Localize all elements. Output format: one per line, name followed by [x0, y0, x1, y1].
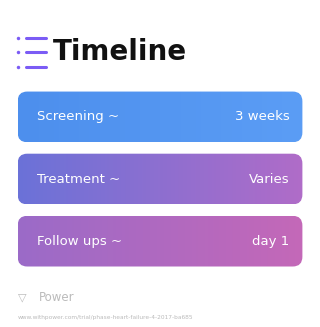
Text: Screening ~: Screening ~ [37, 111, 119, 123]
Text: Follow ups ~: Follow ups ~ [37, 235, 122, 248]
Text: Varies: Varies [249, 173, 290, 185]
Text: Treatment ~: Treatment ~ [37, 173, 120, 185]
Text: Power: Power [38, 291, 74, 304]
Text: www.withpower.com/trial/phase-heart-failure-4-2017-ba685: www.withpower.com/trial/phase-heart-fail… [18, 315, 193, 320]
Text: ▽: ▽ [18, 293, 26, 302]
Text: Timeline: Timeline [53, 38, 187, 66]
Text: 3 weeks: 3 weeks [235, 111, 290, 123]
Text: day 1: day 1 [252, 235, 290, 248]
